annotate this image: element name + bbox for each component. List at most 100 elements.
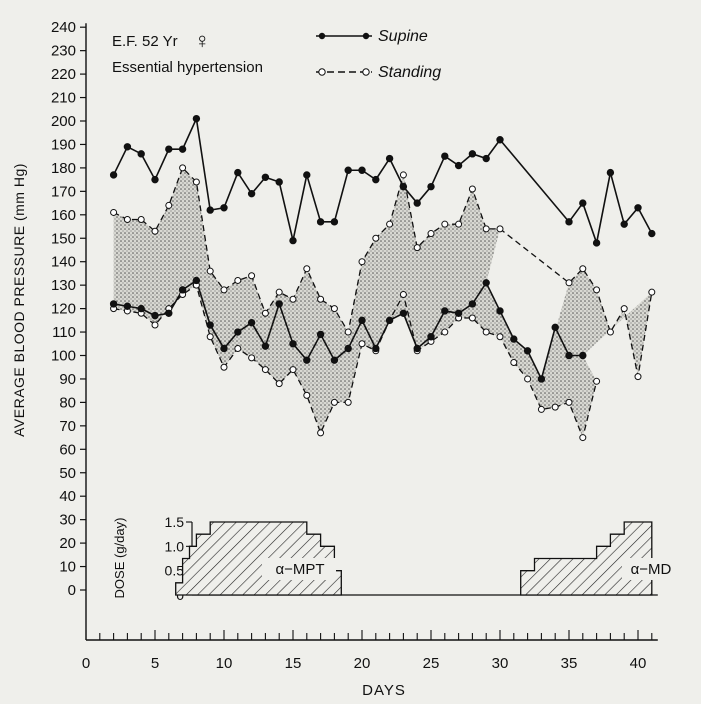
supine-systolic-point — [123, 143, 132, 151]
dose-tick-label: 1.0 — [165, 538, 185, 554]
supine-diastolic-point — [399, 309, 408, 317]
standing-systolic-point — [441, 220, 449, 228]
standing-systolic-point — [248, 272, 256, 280]
supine-diastolic-point — [178, 286, 187, 294]
supine-diastolic-point — [206, 321, 214, 329]
y-tick-label: 80 — [59, 394, 76, 411]
shaded-band-lower — [113, 280, 597, 438]
supine-diastolic-point — [510, 335, 518, 343]
supine-diastolic-point — [165, 309, 173, 317]
standing-systolic-point — [275, 288, 283, 296]
supine-diastolic-point — [565, 351, 573, 360]
shaded-band-right — [541, 268, 652, 379]
supine-diastolic-point — [579, 351, 587, 360]
y-tick-label: 120 — [51, 301, 76, 318]
standing-diastolic-point — [565, 398, 573, 406]
standing-systolic-point — [372, 234, 380, 242]
standing-systolic-point — [455, 220, 463, 228]
supine-diastolic-point — [275, 300, 283, 308]
standing-systolic-point — [165, 201, 173, 209]
supine-diastolic-point — [344, 344, 352, 353]
dose-axis-title: DOSE (g/day) — [112, 518, 127, 599]
supine-diastolic-point — [247, 318, 256, 327]
supine-systolic-point — [648, 229, 656, 238]
standing-systolic-point — [496, 225, 504, 233]
subject-label: E.F. 52 Yr — [112, 33, 178, 50]
supine-systolic-point — [151, 175, 159, 184]
standing-systolic-point — [220, 286, 228, 294]
y-tick-label: 200 — [51, 113, 76, 130]
standing-systolic-point — [344, 328, 352, 336]
supine-systolic-line — [112, 115, 653, 247]
supine-systolic-point — [579, 199, 587, 207]
standing-systolic-point — [482, 225, 490, 233]
y-tick-label: 190 — [51, 136, 76, 153]
y-tick-label: 230 — [51, 43, 76, 60]
y-tick-label: 90 — [59, 371, 76, 388]
standing-systolic-point — [234, 276, 242, 284]
supine-systolic-point — [454, 161, 463, 170]
standing-diastolic-point — [358, 340, 366, 348]
standing-diastolic-point — [344, 398, 352, 406]
standing-diastolic-point — [289, 366, 297, 374]
supine-systolic-point — [109, 171, 118, 179]
standing-systolic-point — [358, 258, 366, 266]
supine-systolic-point — [468, 150, 477, 158]
supine-systolic-point — [247, 189, 256, 198]
x-tick-label: 10 — [216, 655, 233, 672]
legend-standing-label: Standing — [378, 64, 441, 81]
y-tick-label: 40 — [59, 488, 76, 505]
standing-systolic-point — [261, 309, 269, 317]
standing-diastolic-point — [593, 377, 601, 385]
dose-tick-label: 0.5 — [165, 563, 185, 579]
standing-systolic-point — [579, 265, 587, 273]
standing-systolic-point — [192, 178, 200, 186]
supine-diastolic-point — [372, 344, 380, 353]
supine-diastolic-point — [330, 356, 339, 364]
legend-standing-marker — [318, 68, 326, 76]
supine-diastolic-point — [482, 279, 490, 287]
supine-systolic-point — [220, 204, 228, 212]
standing-systolic-point — [620, 305, 628, 313]
supine-diastolic-point — [441, 307, 449, 315]
standing-diastolic-point — [206, 333, 214, 341]
standing-diastolic-point — [261, 366, 269, 374]
standing-systolic-point — [123, 215, 131, 223]
standing-diastolic-point — [248, 354, 256, 362]
x-tick-label: 0 — [82, 655, 90, 672]
supine-diastolic-point — [123, 302, 132, 310]
supine-systolic-point — [234, 168, 242, 177]
supine-systolic-point — [316, 218, 325, 226]
y-tick-label: 10 — [59, 559, 76, 576]
supine-systolic-point — [192, 114, 201, 123]
standing-systolic-point — [593, 286, 601, 294]
x-tick-label: 5 — [151, 655, 159, 672]
dose-label-alpha-mpt: α−MPT — [275, 561, 324, 578]
dose-area-alpha-md — [520, 521, 653, 596]
standing-diastolic-point — [524, 375, 532, 383]
standing-systolic-point — [565, 279, 573, 287]
dose-tick-label: 1.5 — [165, 514, 185, 530]
y-tick-label: 160 — [51, 207, 76, 224]
legend-supine-marker — [318, 32, 326, 40]
x-tick-label: 20 — [354, 655, 371, 672]
legend-supine-marker — [362, 32, 370, 40]
legend: Supine Standing — [316, 28, 441, 81]
supine-diastolic-point — [137, 304, 145, 313]
supine-diastolic-point — [551, 323, 559, 332]
supine-diastolic-point — [234, 328, 242, 336]
supine-systolic-point — [592, 239, 601, 247]
y-tick-label: 30 — [59, 512, 76, 529]
supine-systolic-point — [620, 220, 628, 228]
y-tick-label: 110 — [52, 324, 76, 341]
y-tick-label: 150 — [51, 230, 76, 247]
standing-diastolic-point — [330, 398, 338, 406]
supine-diastolic-point — [192, 276, 201, 285]
supine-systolic-point — [427, 182, 435, 191]
standing-systolic-point — [289, 295, 297, 303]
supine-diastolic-point — [427, 333, 435, 341]
dose-label-bg — [262, 558, 336, 580]
standing-systolic-point — [330, 305, 338, 313]
